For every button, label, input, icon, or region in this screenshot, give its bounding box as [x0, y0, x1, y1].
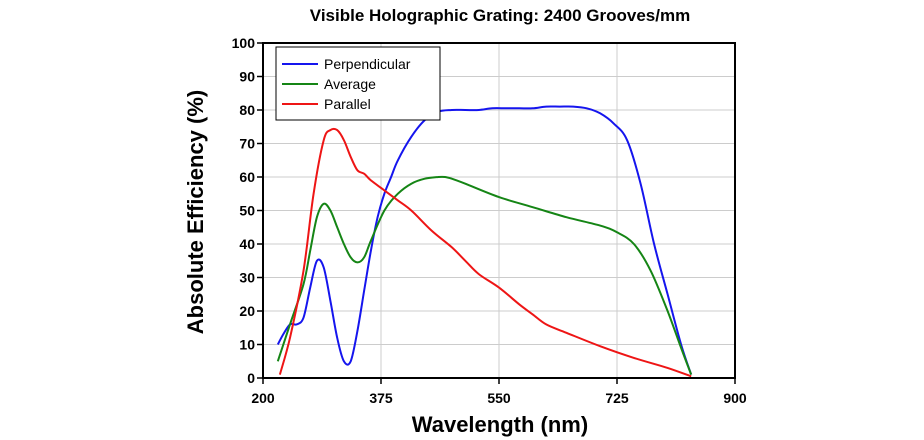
- x-tick-label: 200: [251, 390, 275, 406]
- series-line-average: [276, 175, 693, 375]
- y-tick-label: 10: [239, 337, 255, 353]
- y-tick-label: 20: [239, 303, 255, 319]
- y-tick-label: 70: [239, 136, 255, 152]
- y-tick-label: 90: [239, 69, 255, 85]
- x-tick-label: 725: [605, 390, 629, 406]
- series-lines: [276, 105, 693, 378]
- legend-label-average: Average: [324, 76, 376, 92]
- y-axis-label: Absolute Efficiency (%): [183, 90, 208, 334]
- legend-label-perpendicular: Perpendicular: [324, 56, 411, 72]
- series-line-parallel: [278, 127, 692, 378]
- y-tick-label: 40: [239, 236, 255, 252]
- chart-title: Visible Holographic Grating: 2400 Groove…: [310, 6, 690, 25]
- y-tick-label: 0: [247, 370, 255, 386]
- legend-label-parallel: Parallel: [324, 96, 371, 112]
- ticks: 200 375 550 725 900 0 10 20 30 40 50 60 70 80 90 100: [232, 35, 747, 406]
- y-tick-label: 50: [239, 203, 255, 219]
- legend: Perpendicular Average Parallel: [275, 46, 441, 121]
- y-tick-label: 60: [239, 169, 255, 185]
- x-tick-label: 900: [723, 390, 747, 406]
- x-axis-label: Wavelength (nm): [412, 412, 588, 437]
- y-tick-label: 100: [232, 35, 256, 51]
- x-tick-label: 375: [369, 390, 393, 406]
- y-tick-label: 30: [239, 270, 255, 286]
- x-tick-label: 550: [487, 390, 511, 406]
- y-tick-label: 80: [239, 102, 255, 118]
